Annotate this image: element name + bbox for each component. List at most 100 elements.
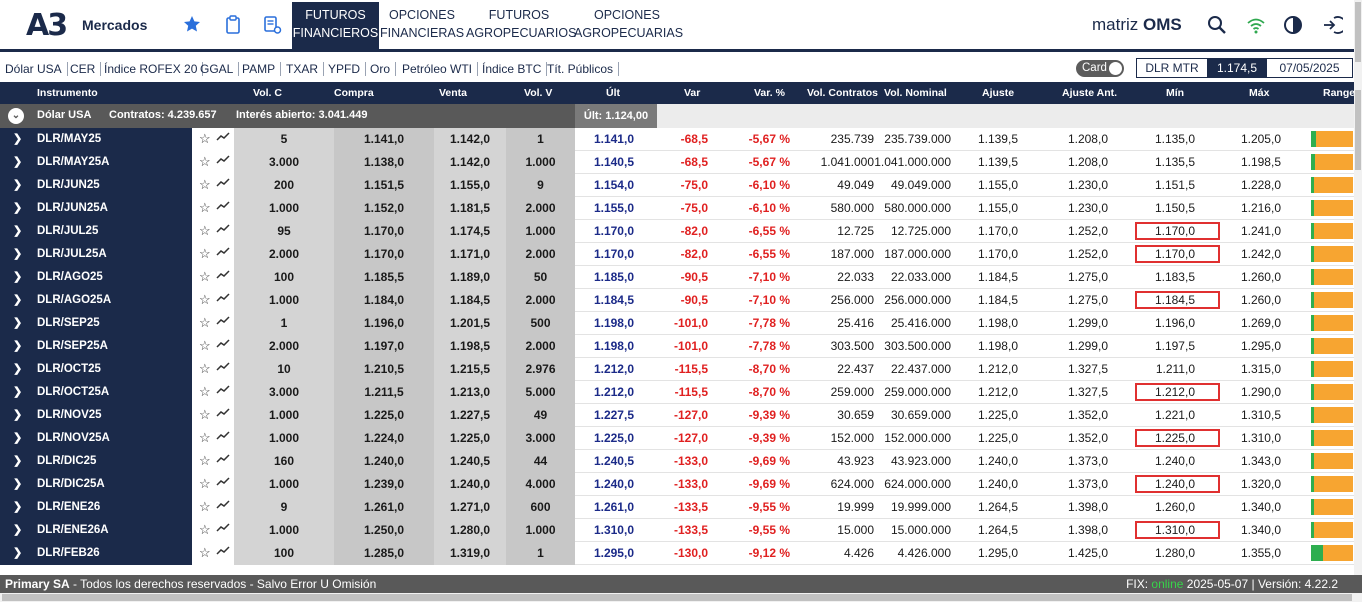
col-var-pct[interactable]: Var. % bbox=[754, 87, 785, 99]
instrument-cell[interactable]: ❯ DLR/NOV25A bbox=[0, 427, 192, 450]
horizontal-scrollbar[interactable] bbox=[0, 593, 1362, 602]
scrollbar-thumb[interactable] bbox=[1355, 90, 1361, 170]
quicklink-cer[interactable]: CER bbox=[70, 62, 102, 76]
col-max[interactable]: Máx bbox=[1249, 87, 1270, 99]
favorite-star-icon[interactable]: ☆ bbox=[199, 315, 211, 330]
favorite-star-icon[interactable]: ☆ bbox=[199, 545, 211, 560]
table-row[interactable]: ❯ DLR/JUN25 ☆ 200 1.151,5 1.155,0 9 1.154,0 -75,… bbox=[0, 174, 1354, 197]
search-icon[interactable] bbox=[1206, 14, 1228, 36]
quicklink-petroleo-wti[interactable]: Petróleo WTI bbox=[402, 62, 479, 76]
table-row[interactable]: ❯ DLR/SEP25 ☆ 1 1.196,0 1.201,5 500 1.198,0 -101… bbox=[0, 312, 1354, 335]
venta-cell[interactable]: 1.280,0 bbox=[434, 519, 506, 542]
volc-cell[interactable]: 100 bbox=[234, 266, 334, 289]
compra-cell[interactable]: 1.170,0 bbox=[334, 220, 434, 243]
chart-trend-icon[interactable] bbox=[216, 128, 230, 150]
instrument-cell[interactable]: ❯ DLR/JUL25 bbox=[0, 220, 192, 243]
venta-cell[interactable]: 1.201,5 bbox=[434, 312, 506, 335]
instrument-cell[interactable]: ❯ DLR/FEB26 bbox=[0, 542, 192, 565]
col-range[interactable]: Range bbox=[1323, 87, 1356, 99]
favorite-star-icon[interactable]: ☆ bbox=[199, 177, 211, 192]
table-row[interactable]: ❯ DLR/JUL25 ☆ 95 1.170,0 1.174,5 1.000 1.170,0-… bbox=[0, 220, 1354, 243]
venta-cell[interactable]: 1.184,5 bbox=[434, 289, 506, 312]
volc-cell[interactable]: 3.000 bbox=[234, 381, 334, 404]
instrument-cell[interactable]: ❯ DLR/DIC25 bbox=[0, 450, 192, 473]
table-row[interactable]: ❯ DLR/NOV25 ☆ 1.000 1.225,0 1.227,5 49 1.227,5-… bbox=[0, 404, 1354, 427]
scrollbar-thumb[interactable] bbox=[1355, 2, 1361, 62]
volc-cell[interactable]: 95 bbox=[234, 220, 334, 243]
expand-chevron-icon[interactable]: ❯ bbox=[13, 340, 23, 352]
expand-chevron-icon[interactable]: ❯ bbox=[13, 179, 23, 191]
col-vol-nominal[interactable]: Vol. Nominal bbox=[884, 87, 947, 99]
compra-cell[interactable]: 1.141,0 bbox=[334, 128, 434, 151]
col-ajuste-ant[interactable]: Ajuste Ant. bbox=[1062, 87, 1118, 99]
expand-chevron-icon[interactable]: ❯ bbox=[13, 432, 23, 444]
chart-trend-icon[interactable] bbox=[216, 473, 230, 495]
chart-trend-icon[interactable] bbox=[216, 450, 230, 472]
document-settings-icon[interactable] bbox=[262, 14, 282, 36]
table-row[interactable]: ❯ DLR/FEB26 ☆ 100 1.285,0 1.319,0 1 1.295,0 -130… bbox=[0, 542, 1354, 565]
volv-cell[interactable]: 49 bbox=[506, 404, 575, 427]
expand-chevron-icon[interactable]: ❯ bbox=[13, 248, 23, 260]
table-row[interactable]: ❯ DLR/JUN25A ☆ 1.000 1.152,0 1.181,5 2.000 1.15… bbox=[0, 197, 1354, 220]
tab-futuros-financieros[interactable]: FUTUROS FINANCIEROS bbox=[292, 2, 379, 52]
col-vol-contratos[interactable]: Vol. Contratos bbox=[807, 87, 878, 99]
favorite-star-icon[interactable]: ☆ bbox=[199, 522, 211, 537]
favorite-star-icon[interactable]: ☆ bbox=[199, 200, 211, 215]
table-row[interactable]: ❯ DLR/OCT25A ☆ 3.000 1.211,5 1.213,0 5.000 1.21… bbox=[0, 381, 1354, 404]
chart-trend-icon[interactable] bbox=[216, 243, 230, 265]
instrument-cell[interactable]: ❯ DLR/SEP25A bbox=[0, 335, 192, 358]
instrument-cell[interactable]: ❯ DLR/JUL25A bbox=[0, 243, 192, 266]
volv-cell[interactable]: 1 bbox=[506, 128, 575, 151]
expand-chevron-icon[interactable]: ❯ bbox=[13, 133, 23, 145]
volc-cell[interactable]: 200 bbox=[234, 174, 334, 197]
chart-trend-icon[interactable] bbox=[216, 289, 230, 311]
instrument-cell[interactable]: ❯ DLR/AGO25 bbox=[0, 266, 192, 289]
table-row[interactable]: ❯ DLR/AGO25 ☆ 100 1.185,5 1.189,0 50 1.185,0 -90… bbox=[0, 266, 1354, 289]
quicklink-txar[interactable]: TXAR bbox=[286, 62, 325, 76]
card-view-toggle[interactable]: Card bbox=[1076, 60, 1124, 77]
expand-chevron-icon[interactable]: ❯ bbox=[13, 156, 23, 168]
tab-opciones-agropecuarias[interactable]: OPCIONES AGROPECUARIAS bbox=[574, 2, 683, 52]
page-scrollbar[interactable] bbox=[1354, 0, 1362, 82]
quicklink-indice-rofex[interactable]: Índice ROFEX 20 bbox=[104, 62, 204, 76]
expand-chevron-icon[interactable]: ❯ bbox=[13, 455, 23, 467]
volv-cell[interactable]: 9 bbox=[506, 174, 575, 197]
quicklink-oro[interactable]: Oro bbox=[370, 62, 397, 76]
favorite-star-icon[interactable]: ☆ bbox=[199, 453, 211, 468]
quicklink-ypfd[interactable]: YPFD bbox=[328, 62, 367, 76]
volv-cell[interactable]: 2.976 bbox=[506, 358, 575, 381]
contrast-icon[interactable] bbox=[1282, 14, 1304, 36]
volc-cell[interactable]: 1.000 bbox=[234, 197, 334, 220]
volv-cell[interactable]: 2.000 bbox=[506, 197, 575, 220]
star-icon[interactable] bbox=[182, 14, 202, 36]
table-row[interactable]: ❯ DLR/DIC25A ☆ 1.000 1.239,0 1.240,0 4.000 1.24… bbox=[0, 473, 1354, 496]
chart-trend-icon[interactable] bbox=[216, 496, 230, 518]
compra-cell[interactable]: 1.250,0 bbox=[334, 519, 434, 542]
expand-chevron-icon[interactable]: ❯ bbox=[13, 363, 23, 375]
volv-cell[interactable]: 500 bbox=[506, 312, 575, 335]
instrument-cell[interactable]: ❯ DLR/JUN25 bbox=[0, 174, 192, 197]
venta-cell[interactable]: 1.142,0 bbox=[434, 128, 506, 151]
favorite-star-icon[interactable]: ☆ bbox=[199, 223, 211, 238]
expand-chevron-icon[interactable]: ❯ bbox=[13, 478, 23, 490]
chart-trend-icon[interactable] bbox=[216, 404, 230, 426]
venta-cell[interactable]: 1.319,0 bbox=[434, 542, 506, 565]
volv-cell[interactable]: 1.000 bbox=[506, 220, 575, 243]
compra-cell[interactable]: 1.138,0 bbox=[334, 151, 434, 174]
table-scrollbar[interactable] bbox=[1354, 82, 1362, 575]
col-instrumento[interactable]: Instrumento bbox=[37, 87, 98, 99]
col-vol-c[interactable]: Vol. C bbox=[253, 87, 282, 99]
chart-trend-icon[interactable] bbox=[216, 335, 230, 357]
chart-trend-icon[interactable] bbox=[216, 312, 230, 334]
instrument-cell[interactable]: ❯ DLR/OCT25 bbox=[0, 358, 192, 381]
col-var[interactable]: Var bbox=[684, 87, 701, 99]
favorite-star-icon[interactable]: ☆ bbox=[199, 292, 211, 307]
volv-cell[interactable]: 1.000 bbox=[506, 519, 575, 542]
instrument-cell[interactable]: ❯ DLR/OCT25A bbox=[0, 381, 192, 404]
favorite-star-icon[interactable]: ☆ bbox=[199, 384, 211, 399]
venta-cell[interactable]: 1.240,0 bbox=[434, 473, 506, 496]
chart-trend-icon[interactable] bbox=[216, 197, 230, 219]
instrument-cell[interactable]: ❯ DLR/ENE26 bbox=[0, 496, 192, 519]
favorite-star-icon[interactable]: ☆ bbox=[199, 269, 211, 284]
venta-cell[interactable]: 1.198,5 bbox=[434, 335, 506, 358]
